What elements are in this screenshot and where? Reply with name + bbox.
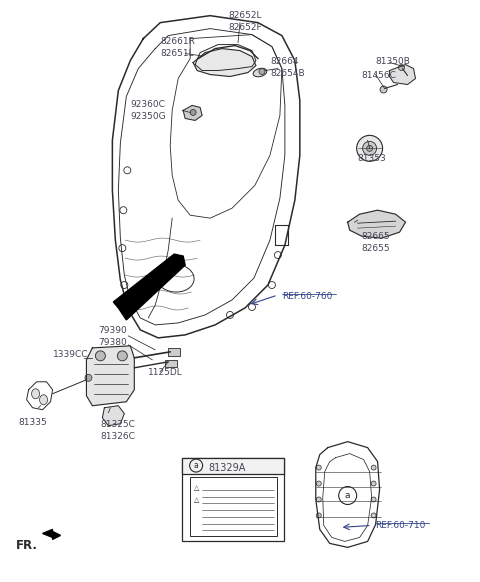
Text: 92350G: 92350G	[130, 112, 166, 122]
Circle shape	[380, 86, 387, 93]
Circle shape	[117, 351, 127, 361]
Text: 81326C: 81326C	[100, 432, 135, 441]
Text: △: △	[194, 485, 200, 492]
Text: 92360C: 92360C	[130, 101, 165, 109]
Text: a: a	[345, 491, 350, 500]
Ellipse shape	[253, 68, 267, 77]
Text: 82655: 82655	[361, 244, 390, 253]
Text: 81353: 81353	[358, 154, 386, 164]
Polygon shape	[193, 48, 256, 76]
Text: 82654B: 82654B	[270, 69, 304, 77]
Circle shape	[316, 481, 321, 486]
Circle shape	[316, 465, 321, 470]
Text: 81325C: 81325C	[100, 420, 135, 429]
Circle shape	[371, 513, 376, 518]
Polygon shape	[43, 530, 60, 540]
Text: 81335: 81335	[19, 418, 48, 427]
Text: REF.60-760: REF.60-760	[282, 292, 332, 301]
Polygon shape	[102, 406, 124, 425]
Text: △: △	[194, 498, 200, 503]
Text: 82652F: 82652F	[228, 23, 262, 31]
Circle shape	[96, 351, 106, 361]
Text: 82651L: 82651L	[160, 48, 194, 58]
Text: a: a	[194, 461, 199, 470]
Ellipse shape	[39, 395, 48, 404]
Circle shape	[363, 141, 377, 155]
Text: 82652L: 82652L	[228, 10, 262, 20]
Circle shape	[371, 465, 376, 470]
Circle shape	[398, 65, 405, 70]
Text: 81329A: 81329A	[208, 463, 245, 473]
Circle shape	[371, 497, 376, 502]
Text: 79390: 79390	[98, 326, 127, 335]
Text: 81350B: 81350B	[376, 56, 410, 66]
Text: 81456C: 81456C	[361, 70, 396, 80]
Text: FR.: FR.	[16, 540, 37, 552]
Circle shape	[190, 109, 196, 115]
Circle shape	[85, 374, 92, 381]
Text: 1125DL: 1125DL	[148, 368, 183, 377]
Bar	[182, 457, 284, 541]
Polygon shape	[183, 105, 202, 120]
Text: 82661R: 82661R	[160, 37, 195, 45]
Bar	[168, 348, 180, 356]
Text: REF.60-710: REF.60-710	[376, 521, 426, 530]
Circle shape	[357, 136, 383, 161]
Bar	[182, 457, 284, 474]
Circle shape	[316, 497, 321, 502]
Polygon shape	[113, 254, 185, 320]
Circle shape	[259, 69, 265, 74]
Text: 82664: 82664	[270, 56, 299, 66]
Circle shape	[316, 513, 321, 518]
Text: 1339CC: 1339CC	[52, 350, 88, 359]
Bar	[165, 360, 177, 367]
Bar	[190, 477, 277, 537]
Text: 82665: 82665	[361, 232, 390, 241]
Polygon shape	[390, 65, 416, 84]
Circle shape	[371, 481, 376, 486]
Polygon shape	[348, 210, 406, 238]
Polygon shape	[86, 346, 134, 406]
Text: 79380: 79380	[98, 338, 127, 347]
Circle shape	[367, 146, 372, 151]
Ellipse shape	[32, 389, 39, 399]
